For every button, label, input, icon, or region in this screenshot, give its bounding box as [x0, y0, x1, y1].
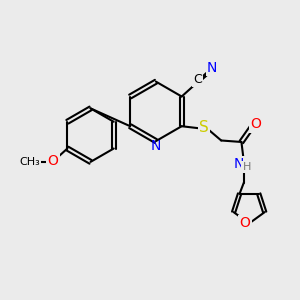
Text: N: N [151, 139, 161, 153]
Text: O: O [48, 154, 58, 168]
Text: H: H [243, 162, 251, 172]
Text: N: N [233, 157, 244, 171]
Text: C: C [194, 73, 202, 86]
Text: N: N [207, 61, 217, 75]
Text: CH₃: CH₃ [19, 157, 40, 167]
Text: O: O [250, 117, 261, 131]
Text: O: O [240, 216, 250, 230]
Text: S: S [199, 120, 209, 135]
